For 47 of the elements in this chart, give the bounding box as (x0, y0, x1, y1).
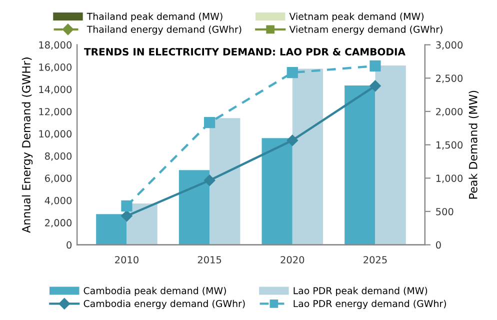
point (121, 200, 132, 212)
y2-tick-label: 2,000 (436, 108, 463, 116)
point (370, 60, 381, 72)
y-tick-label: 10,000 (39, 130, 72, 139)
y2-tick-label: 0 (436, 241, 441, 249)
x-tick-label: 2015 (198, 256, 222, 264)
legend-label: Lao PDR peak demand (MW) (294, 286, 428, 296)
x-tick-label: 2025 (364, 256, 387, 264)
point (286, 134, 298, 146)
y-axis-title: Annual Energy Demand (GWHr) (22, 58, 33, 233)
y-tick-label: 16,000 (39, 64, 72, 72)
legend-label: Vietnam energy demand (GWhr) (289, 26, 442, 35)
y-tick-label: 6,000 (45, 174, 72, 183)
y2-tick-label: 500 (436, 208, 454, 216)
bar (210, 118, 240, 245)
y-tick-label: 12,000 (39, 108, 72, 116)
bar (375, 65, 406, 245)
y-tick-label: 18,000 (39, 41, 72, 50)
bar (178, 170, 210, 245)
bar (262, 138, 292, 245)
chart-title: TRENDS IN ELECTRICITY DEMAND: LAO PDR & CAMBODIA (84, 48, 406, 56)
point (204, 117, 216, 128)
legend-label: Vietnam peak demand (MW) (289, 12, 424, 22)
point (121, 210, 132, 222)
y-tick-label: 14,000 (39, 86, 72, 94)
point (204, 174, 216, 186)
bar (292, 68, 324, 245)
y2-tick-label: 1,000 (436, 174, 463, 183)
y-tick-label: 2,000 (45, 219, 72, 228)
legend-label: Thailand peak demand (MW) (86, 12, 222, 22)
y-tick-label: 4,000 (44, 196, 72, 206)
bar (96, 214, 127, 245)
x-tick-label: 2020 (280, 256, 304, 264)
y2-axis-title: Peak Demand (MW) (468, 90, 479, 199)
y2-tick-label: 3,000 (436, 41, 463, 50)
y-tick-label: 8,000 (45, 152, 72, 161)
legend-label: Cambodia peak demand (MW) (84, 286, 226, 296)
legend-label: Thailand energy demand (GWhr) (86, 26, 242, 35)
point (286, 67, 298, 78)
y2-tick-label: 1,500 (436, 141, 463, 150)
legend-label: Lao PDR energy demand (GWhr) (294, 300, 446, 309)
point (370, 80, 381, 92)
legend-label: Cambodia energy demand (GWhr) (84, 300, 245, 309)
x-tick-label: 2010 (115, 256, 138, 264)
bar (344, 85, 376, 245)
y2-tick-label: 2,500 (436, 74, 463, 83)
y-tick-label: 0 (66, 241, 72, 249)
